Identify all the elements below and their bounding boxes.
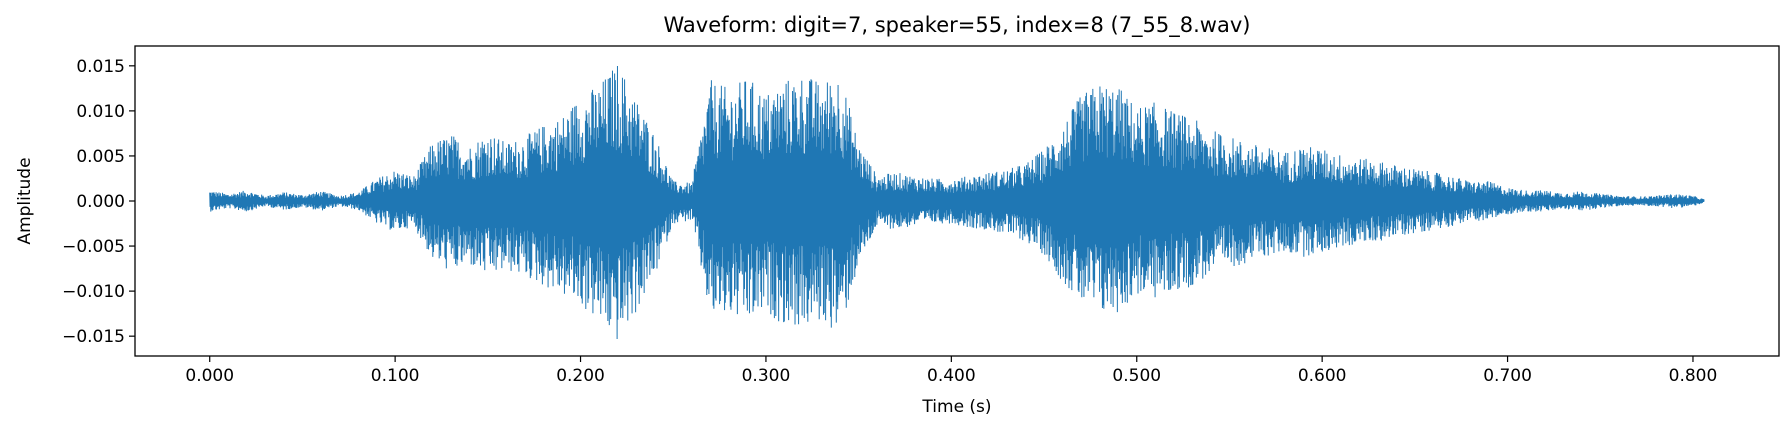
x-tick-label: 0.400 [927,366,976,386]
x-tick-label: 0.100 [371,366,420,386]
x-tick-label: 0.800 [1669,366,1718,386]
y-axis: 0.015 0.010 0.005 0.000 −0.005 −0.010 −0.015 [62,57,135,347]
y-tick-label: 0.010 [76,102,125,122]
plot-area [209,66,1705,340]
x-tick-label: 0.500 [1112,366,1161,386]
y-tick-label: 0.000 [76,192,125,212]
y-axis-label: Amplitude [15,157,35,244]
x-tick-label: 0.000 [185,366,234,386]
y-tick-label: −0.010 [62,282,125,302]
x-tick-label: 0.300 [742,366,791,386]
y-tick-label: −0.005 [62,237,125,257]
x-tick-label: 0.700 [1483,366,1532,386]
x-tick-label: 0.600 [1298,366,1347,386]
x-tick-label: 0.200 [556,366,605,386]
waveform-series-line [209,66,1705,340]
y-tick-label: 0.015 [76,57,125,77]
x-axis: 0.000 0.100 0.200 0.300 0.400 0.500 0.600 0.700… [185,356,1717,386]
chart-title: Waveform: digit=7, speaker=55, index=8 (… [664,13,1251,38]
x-axis-label: Time (s) [921,397,991,417]
y-tick-label: −0.015 [62,327,125,347]
y-tick-label: 0.005 [76,147,125,167]
